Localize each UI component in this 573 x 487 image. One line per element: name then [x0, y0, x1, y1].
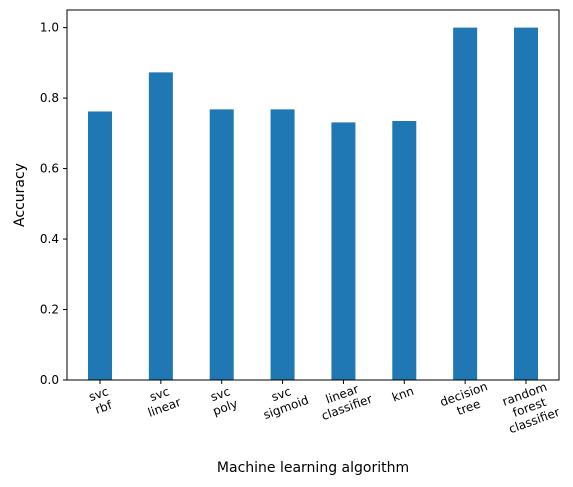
y-tick-label: 0.8 — [40, 91, 59, 105]
x-tick-label: knn — [390, 384, 416, 405]
x-axis-label: Machine learning algorithm — [217, 460, 409, 476]
x-tick-label-line: svc — [269, 384, 293, 404]
x-tick-label-line: svc — [87, 384, 111, 404]
bar-svc-sigmoid — [270, 109, 295, 380]
x-tick-label: svcrbf — [87, 384, 115, 417]
y-tick-label: 0.2 — [40, 303, 59, 317]
y-tick-label: 0.4 — [40, 232, 59, 246]
x-tick-label: svcsigmoid — [257, 380, 311, 422]
bar-linear-classifier — [331, 122, 356, 381]
plot-frame — [66, 9, 560, 381]
y-tick-label: 1.0 — [40, 21, 59, 35]
x-tick-label-line: svc — [209, 384, 233, 404]
bar-random-forest-classifier — [514, 27, 538, 380]
y-tick-label: 0.6 — [40, 162, 59, 176]
x-tick-label: svclinear — [141, 382, 183, 420]
x-tick-label-line: knn — [390, 384, 416, 405]
y-axis-ticks: 0.0 0.2 0.4 0.6 0.8 1.0 — [40, 21, 67, 387]
x-tick-label: randomforestclassifier — [497, 379, 561, 437]
y-axis-label: Accuracy — [12, 163, 28, 227]
bar-decision-tree — [453, 27, 478, 380]
bar-svc-rbf — [88, 111, 112, 380]
bar-knn — [392, 121, 417, 380]
x-tick-label-line: rbf — [93, 398, 114, 417]
x-tick-label-line: svc — [148, 384, 172, 404]
x-tick-label: linearclassifier — [315, 379, 374, 423]
bars-group — [88, 27, 538, 381]
bar-svc-linear — [148, 72, 173, 380]
x-tick-label: decisiontree — [438, 379, 494, 422]
bar-svc-poly — [209, 109, 234, 380]
y-tick-label: 0.0 — [40, 373, 59, 387]
x-tick-label: svcpoly — [206, 383, 239, 418]
